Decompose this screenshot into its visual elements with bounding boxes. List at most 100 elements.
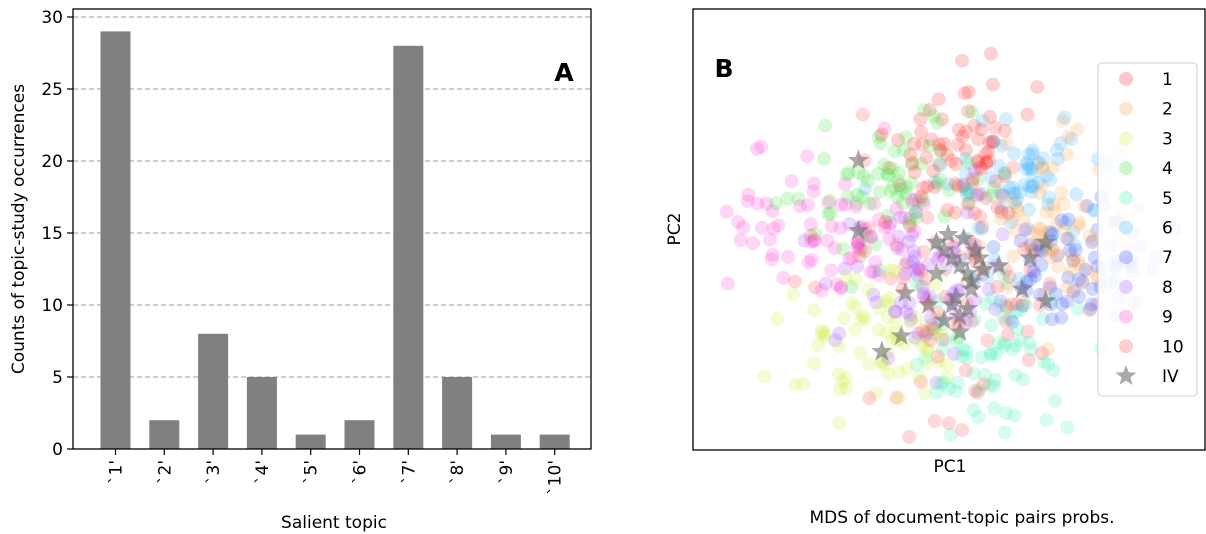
scatter-point xyxy=(835,374,850,389)
scatter-point xyxy=(855,309,870,324)
scatter-point xyxy=(957,86,972,101)
scatter-point xyxy=(982,378,997,393)
scatter-point xyxy=(892,390,907,405)
scatter-point xyxy=(736,220,751,235)
scatter-point xyxy=(985,188,1000,203)
scatter-point xyxy=(768,196,783,211)
y-tick-label: 25 xyxy=(41,80,63,100)
y-tick-label: 5 xyxy=(52,368,63,388)
scatter-point xyxy=(913,278,928,293)
scatter-point xyxy=(891,365,906,380)
scatter-point xyxy=(838,176,853,191)
scatter-point xyxy=(804,252,819,267)
scatter-point xyxy=(1055,113,1070,128)
scatter-point xyxy=(958,166,973,181)
scatter-point xyxy=(1070,253,1085,268)
scatter-point xyxy=(999,406,1014,421)
scatter-point xyxy=(1046,197,1061,212)
scatter-point xyxy=(872,301,887,316)
scatter-point xyxy=(898,267,913,282)
scatter-point xyxy=(998,314,1013,329)
scatter-point xyxy=(1049,143,1064,158)
scatter-point xyxy=(827,240,842,255)
scatter-point xyxy=(844,251,859,266)
scatter-point xyxy=(1061,129,1076,144)
scatter-point xyxy=(894,182,909,197)
iv-star xyxy=(847,149,869,170)
scatter-point xyxy=(975,113,990,128)
scatter-point xyxy=(863,196,878,211)
scatter-point xyxy=(833,221,848,236)
scatter-point xyxy=(935,112,950,127)
scatter-point xyxy=(888,304,903,319)
scatter-point xyxy=(1034,346,1049,361)
scatter-point xyxy=(892,178,907,193)
scatter-point xyxy=(1045,227,1060,242)
scatter-point xyxy=(976,377,991,392)
scatter-point xyxy=(844,296,859,311)
scatter-point xyxy=(765,247,780,262)
scatter-point xyxy=(920,356,935,371)
scatter-point xyxy=(962,195,977,210)
scatter-point xyxy=(1071,218,1086,233)
scatter-point xyxy=(803,228,818,243)
scatter-point xyxy=(880,167,895,182)
scatter-point xyxy=(832,339,847,354)
scatter-point xyxy=(838,269,853,284)
bar-chart-gridlines xyxy=(73,16,591,378)
scatter-point xyxy=(817,329,832,344)
scatter-point xyxy=(918,272,933,287)
scatter-point xyxy=(1066,285,1081,300)
scatter-point xyxy=(982,135,997,150)
scatter-point xyxy=(822,193,837,208)
scatter-point xyxy=(907,165,922,180)
scatter-point xyxy=(851,165,866,180)
scatter-point xyxy=(791,191,806,206)
scatter-point xyxy=(1018,298,1033,313)
scatter-point xyxy=(965,105,980,120)
scatter-point xyxy=(986,378,1001,393)
bar xyxy=(100,31,131,450)
scatter-point xyxy=(963,185,978,200)
scatter-point xyxy=(1065,254,1080,269)
scatter-point xyxy=(841,251,856,266)
scatter-point xyxy=(872,268,887,283)
scatter-point xyxy=(878,214,893,229)
bar-chart-panel: 0 5 10 15 20 25 30 `1' `2' `3' `4' `5' `6' `7' `8' `9'… xyxy=(9,8,592,533)
scatter-point xyxy=(1010,192,1025,207)
scatter-point xyxy=(1045,160,1060,175)
scatter-point xyxy=(852,249,867,264)
scatter-point xyxy=(880,208,895,223)
scatter-x-axis-label: PC1 xyxy=(934,457,967,477)
scatter-point xyxy=(938,332,953,347)
scatter-point xyxy=(948,384,963,399)
scatter-point xyxy=(905,157,920,172)
scatter-point xyxy=(1019,155,1034,170)
scatter-point xyxy=(967,163,982,178)
scatter-point xyxy=(986,240,1001,255)
scatter-point xyxy=(985,134,1000,149)
scatter-point xyxy=(821,206,836,221)
scatter-point xyxy=(940,147,955,162)
scatter-point xyxy=(971,132,986,147)
scatter-point xyxy=(862,357,877,372)
scatter-point xyxy=(955,422,970,437)
scatter-point xyxy=(894,295,909,310)
scatter-point xyxy=(902,429,917,444)
bar xyxy=(393,45,424,450)
scatter-point xyxy=(840,189,855,204)
scatter-point xyxy=(918,319,933,334)
scatter-point xyxy=(1071,301,1086,316)
scatter-point xyxy=(1035,178,1050,193)
bar-chart-panel-label: A xyxy=(554,58,574,87)
scatter-point xyxy=(1082,228,1097,243)
scatter-point xyxy=(854,242,869,257)
scatter-point xyxy=(800,198,815,213)
scatter-point xyxy=(919,325,934,340)
scatter-point xyxy=(1084,235,1099,250)
bar-chart-x-ticks: `1' `2' `3' `4' `5' `6' `7' `8' `9' `10' xyxy=(107,449,566,495)
scatter-point xyxy=(1084,297,1099,312)
scatter-point xyxy=(955,179,970,194)
scatter-point xyxy=(780,191,795,206)
scatter-point xyxy=(829,277,844,292)
